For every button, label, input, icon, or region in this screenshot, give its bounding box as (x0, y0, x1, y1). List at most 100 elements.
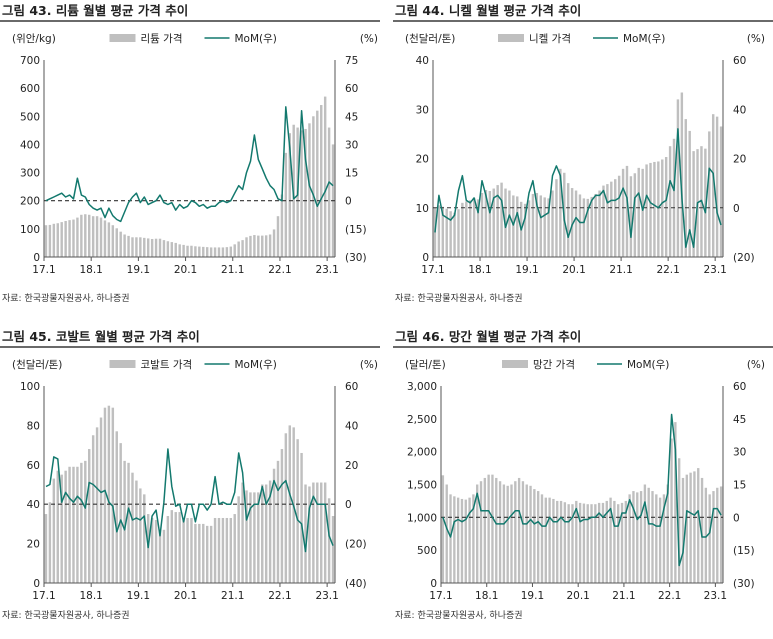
price-bar (296, 439, 299, 583)
price-bar (217, 517, 221, 583)
price-bar (111, 225, 115, 257)
price-bar (625, 165, 629, 257)
price-bar (514, 481, 517, 583)
price-bar (517, 477, 521, 583)
price-bar (547, 198, 550, 257)
nickel-chart: 니켈 가격 MoM(우) (천달러/톤) (%) 0 10 20 30 40 (20) 0 20 40 6… (405, 32, 765, 276)
price-bar (280, 449, 284, 583)
price-bar (186, 517, 189, 583)
price-bar (657, 161, 660, 257)
price-bar (574, 190, 578, 257)
price-bar (465, 201, 468, 257)
price-bar (502, 484, 506, 583)
price-bar (253, 492, 256, 583)
left-tick-label: 0 (33, 578, 40, 590)
price-bar (225, 247, 229, 257)
x-tick-label: 20.1 (174, 590, 197, 602)
price-bar (264, 235, 268, 257)
price-bar (166, 516, 170, 583)
left-tick-label: 1,000 (407, 512, 437, 524)
price-bar (645, 164, 648, 257)
legend-bar-swatch (109, 360, 136, 368)
price-bar (649, 162, 652, 257)
price-bar (170, 510, 174, 583)
right-tick-label: 40 (345, 420, 358, 432)
x-tick-label: 21.1 (221, 590, 244, 602)
price-bar (72, 466, 75, 583)
price-bar (453, 496, 456, 583)
price-bar (135, 480, 138, 583)
price-bar (99, 417, 103, 583)
price-bar (601, 502, 605, 583)
price-bar (602, 185, 605, 257)
left-axis-unit: (천달러/톤) (12, 359, 62, 371)
price-bar (261, 235, 264, 257)
price-bar (300, 452, 303, 583)
panel-cobalt: 그림 45. 코발트 월별 평균 가격 추이 코발트 가격 MoM(우) (천달러/… (0, 326, 386, 639)
price-bar (323, 482, 327, 583)
price-bar (540, 494, 544, 583)
price-bar (288, 133, 291, 257)
price-bar (559, 500, 563, 583)
left-tick-label: 0 (430, 578, 437, 590)
price-bar (88, 449, 91, 583)
left-axis-unit: (달러/톤) (405, 359, 446, 371)
price-bar (536, 491, 540, 583)
price-bar (280, 194, 284, 257)
price-bar (68, 466, 71, 583)
right-tick-label: 60 (345, 381, 358, 393)
price-bar (551, 190, 554, 257)
right-tick-label: 15 (733, 480, 746, 492)
x-tick-label: 23.1 (315, 264, 338, 276)
price-bar (284, 433, 288, 583)
price-bar (241, 240, 244, 257)
price-bar (72, 219, 75, 257)
right-tick-label: (30) (733, 578, 755, 590)
price-bar (582, 198, 586, 257)
price-bar (719, 486, 723, 583)
left-tick-label: 100 (20, 381, 40, 393)
price-bar (186, 245, 189, 257)
x-tick-label: 21.1 (221, 264, 244, 276)
x-tick-label: 22.1 (268, 264, 291, 276)
right-tick-label: 40 (733, 104, 746, 116)
price-bar (107, 222, 111, 257)
price-bar (143, 494, 146, 583)
x-tick-label: 19.1 (515, 264, 538, 276)
price-bar (91, 435, 95, 583)
price-bar (685, 474, 688, 583)
legend-label: 니켈 가격 (529, 32, 571, 45)
price-bar (621, 168, 625, 257)
price-bar (327, 498, 331, 583)
left-tick-label: 600 (20, 83, 40, 95)
price-bar (559, 168, 562, 257)
price-bar (150, 517, 154, 583)
price-bar (533, 489, 536, 583)
price-bar (146, 238, 150, 257)
source-note: 자료: 한국광물자원공사, 하나증권 (395, 294, 523, 304)
left-tick-label: 40 (416, 55, 429, 67)
price-bar (628, 494, 631, 583)
legend-label: 망간 가격 (533, 358, 575, 371)
price-bar (115, 431, 118, 583)
price-bar (52, 223, 56, 257)
x-tick-label: 21.1 (609, 264, 632, 276)
price-bar (677, 458, 681, 583)
price-bar (472, 494, 475, 583)
right-axis-unit: (%) (360, 359, 378, 371)
price-bar (555, 179, 558, 257)
price-bar (704, 487, 708, 583)
price-bar (719, 126, 723, 257)
price-bar (308, 486, 311, 583)
right-axis-unit: (%) (747, 33, 765, 45)
price-bar (676, 99, 680, 258)
price-bar (531, 193, 535, 257)
price-bar (84, 214, 87, 257)
left-tick-label: 2,500 (407, 414, 437, 426)
legend-label: 리튬 가격 (141, 32, 183, 45)
price-bar (624, 500, 628, 583)
price-bar (578, 502, 582, 583)
price-bar (84, 460, 87, 583)
price-bar (609, 497, 612, 583)
price-bar (674, 422, 677, 583)
